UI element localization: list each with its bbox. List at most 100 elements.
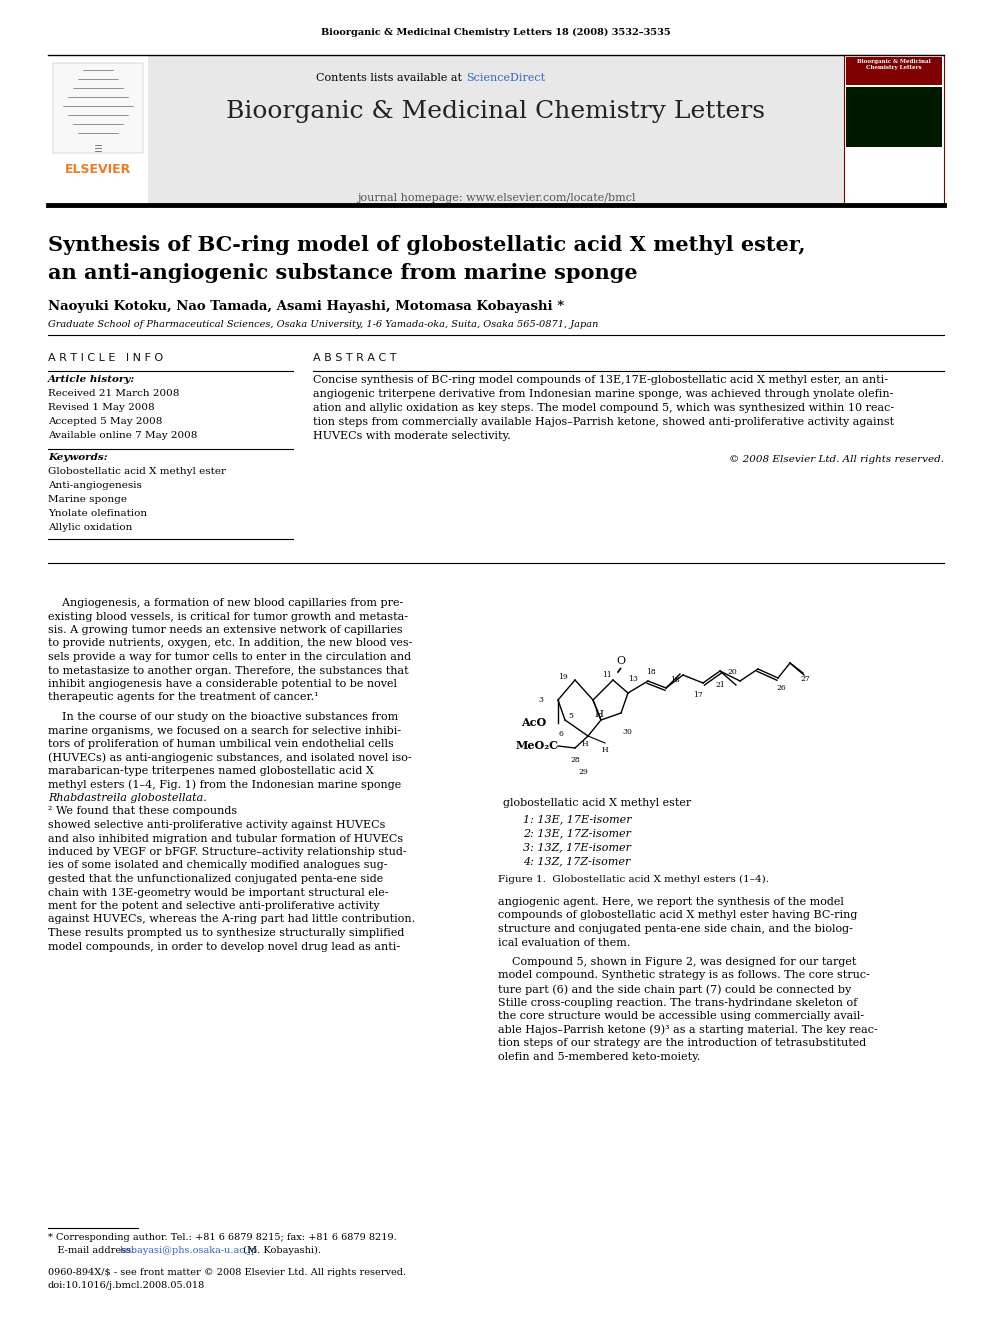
Text: Angiogenesis, a formation of new blood capillaries from pre-: Angiogenesis, a formation of new blood c…: [48, 598, 404, 609]
Text: Marine sponge: Marine sponge: [48, 495, 127, 504]
Text: 18: 18: [670, 676, 680, 684]
Text: doi:10.1016/j.bmcl.2008.05.018: doi:10.1016/j.bmcl.2008.05.018: [48, 1281, 205, 1290]
Text: 6: 6: [558, 730, 563, 738]
Text: therapeutic agents for the treatment of cancer.¹: therapeutic agents for the treatment of …: [48, 692, 318, 703]
Text: 26: 26: [776, 684, 786, 692]
Text: Stille cross-coupling reaction. The trans-hydrindane skeleton of: Stille cross-coupling reaction. The tran…: [498, 998, 857, 1008]
Text: structure and conjugated penta-ene side chain, and the biolog-: structure and conjugated penta-ene side …: [498, 923, 853, 934]
Text: * Corresponding author. Tel.: +81 6 6879 8215; fax: +81 6 6879 8219.: * Corresponding author. Tel.: +81 6 6879…: [48, 1233, 397, 1242]
Text: MeO₂C: MeO₂C: [516, 740, 559, 751]
Text: 5: 5: [568, 712, 573, 720]
Text: induced by VEGF or bFGF. Structure–activity relationship stud-: induced by VEGF or bFGF. Structure–activ…: [48, 847, 407, 857]
Text: 21: 21: [715, 681, 725, 689]
Text: 3: 3: [539, 696, 544, 704]
Text: Keywords:: Keywords:: [48, 452, 107, 462]
Text: Bioorganic & Medicinal
Chemistry Letters: Bioorganic & Medicinal Chemistry Letters: [857, 60, 930, 70]
Text: 3: 13Z, 17E-isomer: 3: 13Z, 17E-isomer: [523, 841, 631, 852]
Text: ies of some isolated and chemically modified analogues sug-: ies of some isolated and chemically modi…: [48, 860, 388, 871]
Text: 19: 19: [558, 673, 567, 681]
Text: (HUVECs) as anti-angiogenic substances, and isolated novel iso-: (HUVECs) as anti-angiogenic substances, …: [48, 753, 412, 763]
Text: showed selective anti-proliferative activity against HUVECs: showed selective anti-proliferative acti…: [48, 820, 385, 830]
Bar: [844, 56, 944, 205]
Text: marine organisms, we focused on a search for selective inhibi-: marine organisms, we focused on a search…: [48, 725, 401, 736]
Text: (M. Kobayashi).: (M. Kobayashi).: [240, 1246, 321, 1256]
Text: ScienceDirect: ScienceDirect: [466, 73, 546, 83]
Text: 28: 28: [570, 755, 580, 763]
Text: an anti-angiogenic substance from marine sponge: an anti-angiogenic substance from marine…: [48, 263, 638, 283]
Text: Anti-angiogenesis: Anti-angiogenesis: [48, 482, 142, 490]
Text: Naoyuki Kotoku, Nao Tamada, Asami Hayashi, Motomasa Kobayashi *: Naoyuki Kotoku, Nao Tamada, Asami Hayash…: [48, 300, 564, 314]
Text: tion steps from commercially available Hajos–Parrish ketone, showed anti-prolife: tion steps from commercially available H…: [313, 417, 894, 427]
Text: Compound 5, shown in Figure 2, was designed for our target: Compound 5, shown in Figure 2, was desig…: [498, 957, 856, 967]
Text: against HUVECs, whereas the A-ring part had little contribution.: against HUVECs, whereas the A-ring part …: [48, 914, 415, 925]
Text: Graduate School of Pharmaceutical Sciences, Osaka University, 1-6 Yamada-oka, Su: Graduate School of Pharmaceutical Scienc…: [48, 320, 598, 329]
Text: A R T I C L E   I N F O: A R T I C L E I N F O: [48, 353, 163, 363]
Text: sis. A growing tumor needs an extensive network of capillaries: sis. A growing tumor needs an extensive …: [48, 624, 403, 635]
Text: 2: 13E, 17Z-isomer: 2: 13E, 17Z-isomer: [523, 828, 631, 837]
Text: Ynolate olefination: Ynolate olefination: [48, 509, 147, 519]
Text: 29: 29: [578, 767, 588, 777]
Text: marabarican-type triterpenes named globostellatic acid X: marabarican-type triterpenes named globo…: [48, 766, 374, 777]
Bar: [846, 57, 942, 85]
Text: tion steps of our strategy are the introduction of tetrasubstituted: tion steps of our strategy are the intro…: [498, 1039, 866, 1048]
Text: the core structure would be accessible using commercially avail-: the core structure would be accessible u…: [498, 1011, 864, 1021]
Text: O: O: [616, 655, 625, 665]
Text: 17: 17: [693, 691, 703, 699]
Text: Bioorganic & Medicinal Chemistry Letters 18 (2008) 3532–3535: Bioorganic & Medicinal Chemistry Letters…: [321, 28, 671, 37]
Text: Allylic oxidation: Allylic oxidation: [48, 523, 132, 532]
Text: Article history:: Article history:: [48, 374, 135, 384]
Text: angiogenic triterpene derivative from Indonesian marine sponge, was achieved thr: angiogenic triterpene derivative from In…: [313, 389, 894, 400]
Text: ture part (6) and the side chain part (7) could be connected by: ture part (6) and the side chain part (7…: [498, 984, 851, 995]
Text: olefin and 5-membered keto-moiety.: olefin and 5-membered keto-moiety.: [498, 1052, 700, 1061]
Text: model compounds, in order to develop novel drug lead as anti-: model compounds, in order to develop nov…: [48, 942, 400, 951]
Text: 27: 27: [801, 675, 809, 683]
Text: gested that the unfunctionalized conjugated penta-ene side: gested that the unfunctionalized conjuga…: [48, 875, 383, 884]
Bar: [53, 64, 143, 153]
Text: 4: 13Z, 17Z-isomer: 4: 13Z, 17Z-isomer: [523, 856, 630, 867]
Text: H: H: [594, 710, 603, 718]
Text: to metastasize to another organ. Therefore, the substances that: to metastasize to another organ. Therefo…: [48, 665, 409, 676]
Text: Revised 1 May 2008: Revised 1 May 2008: [48, 404, 155, 411]
Text: 1: 13E, 17E-isomer: 1: 13E, 17E-isomer: [523, 814, 632, 824]
Text: kobayasi@phs.osaka-u.ac.jp: kobayasi@phs.osaka-u.ac.jp: [120, 1246, 258, 1256]
Text: ment for the potent and selective anti-proliferative activity: ment for the potent and selective anti-p…: [48, 901, 380, 912]
Text: ELSEVIER: ELSEVIER: [64, 163, 131, 176]
Text: methyl esters (1–4, Fig. 1) from the Indonesian marine sponge: methyl esters (1–4, Fig. 1) from the Ind…: [48, 779, 401, 790]
Text: 13: 13: [628, 675, 638, 683]
Text: angiogenic agent. Here, we report the synthesis of the model: angiogenic agent. Here, we report the sy…: [498, 897, 844, 908]
Text: Concise synthesis of BC-ring model compounds of 13E,17E-globostellatic acid X me: Concise synthesis of BC-ring model compo…: [313, 374, 888, 385]
Text: Globostellatic acid X methyl ester: Globostellatic acid X methyl ester: [48, 467, 226, 476]
Text: inhibit angiogenesis have a considerable potential to be novel: inhibit angiogenesis have a considerable…: [48, 679, 397, 689]
Text: to provide nutrients, oxygen, etc. In addition, the new blood ves-: to provide nutrients, oxygen, etc. In ad…: [48, 639, 413, 648]
Text: Synthesis of BC-ring model of globostellatic acid X methyl ester,: Synthesis of BC-ring model of globostell…: [48, 235, 806, 255]
Bar: [846, 87, 942, 147]
Text: H: H: [581, 740, 588, 747]
Text: tors of proliferation of human umbilical vein endothelial cells: tors of proliferation of human umbilical…: [48, 740, 394, 749]
Text: 11: 11: [602, 671, 612, 679]
Text: 0960-894X/$ - see front matter © 2008 Elsevier Ltd. All rights reserved.: 0960-894X/$ - see front matter © 2008 El…: [48, 1267, 406, 1277]
Bar: [48, 56, 148, 205]
Text: chain with 13E-geometry would be important structural ele-: chain with 13E-geometry would be importa…: [48, 888, 389, 897]
Text: HUVECs with moderate selectivity.: HUVECs with moderate selectivity.: [313, 431, 511, 441]
Text: 20: 20: [727, 668, 737, 676]
Text: In the course of our study on the bioactive substances from: In the course of our study on the bioact…: [48, 712, 398, 722]
Text: Available online 7 May 2008: Available online 7 May 2008: [48, 431, 197, 441]
Text: Bioorganic & Medicinal Chemistry Letters: Bioorganic & Medicinal Chemistry Letters: [226, 101, 766, 123]
Text: ² We found that these compounds: ² We found that these compounds: [48, 807, 237, 816]
Text: H: H: [602, 746, 608, 754]
Text: model compound. Synthetic strategy is as follows. The core struc-: model compound. Synthetic strategy is as…: [498, 971, 870, 980]
Text: 18: 18: [646, 668, 656, 676]
Text: Accepted 5 May 2008: Accepted 5 May 2008: [48, 417, 163, 426]
Text: and also inhibited migration and tubular formation of HUVECs: and also inhibited migration and tubular…: [48, 833, 403, 844]
Text: A B S T R A C T: A B S T R A C T: [313, 353, 397, 363]
Text: compounds of globostellatic acid X methyl ester having BC-ring: compounds of globostellatic acid X methy…: [498, 910, 857, 921]
Text: Contents lists available at: Contents lists available at: [316, 73, 466, 83]
Text: existing blood vessels, is critical for tumor growth and metasta-: existing blood vessels, is critical for …: [48, 611, 408, 622]
Text: Rhabdastreila globostellata.: Rhabdastreila globostellata.: [48, 792, 206, 803]
Text: 30: 30: [622, 728, 632, 736]
Text: ation and allylic oxidation as key steps. The model compound 5, which was synthe: ation and allylic oxidation as key steps…: [313, 404, 894, 413]
Text: able Hajos–Parrish ketone (9)³ as a starting material. The key reac-: able Hajos–Parrish ketone (9)³ as a star…: [498, 1024, 878, 1035]
Text: E-mail address:: E-mail address:: [48, 1246, 138, 1256]
Text: These results prompted us to synthesize structurally simplified: These results prompted us to synthesize …: [48, 927, 405, 938]
Text: Received 21 March 2008: Received 21 March 2008: [48, 389, 180, 398]
